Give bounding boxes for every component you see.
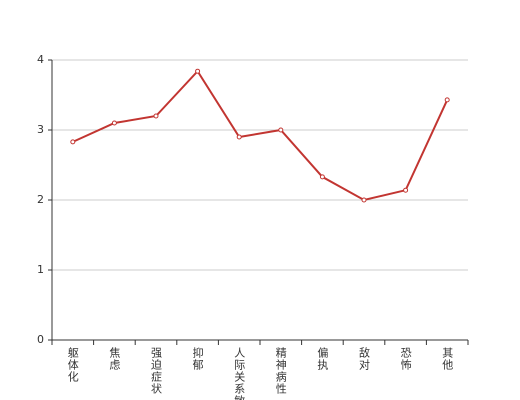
point	[111, 120, 117, 126]
y-tick-label: 1	[37, 263, 44, 276]
x-tick-label: 人际关系敏感	[233, 347, 246, 400]
point	[319, 174, 325, 180]
x-tick-label: 其他	[441, 347, 454, 371]
y-tick-label: 3	[37, 123, 44, 136]
x-tick-label: 躯体化	[66, 347, 79, 383]
point	[236, 134, 242, 140]
x-tick-label: 焦虑	[108, 347, 121, 371]
x-tick-label: 精神病性	[274, 347, 287, 395]
point	[361, 197, 367, 203]
line	[72, 69, 449, 202]
point	[153, 113, 159, 119]
point	[403, 187, 409, 193]
x-tick-label: 强迫症状	[150, 347, 163, 395]
x-tick-label: 敌对	[358, 346, 371, 371]
y-tick-label: 0	[37, 333, 44, 346]
y-tick-label: 2	[37, 193, 44, 206]
x-tick-label: 抑郁	[191, 346, 204, 371]
x-tick-label: 恐怖	[399, 347, 412, 371]
point	[278, 127, 284, 133]
point	[444, 97, 450, 103]
y-tick-label: 4	[37, 53, 44, 66]
x-tick-label: 偏执	[316, 346, 329, 371]
point	[70, 139, 76, 145]
point	[195, 68, 201, 74]
